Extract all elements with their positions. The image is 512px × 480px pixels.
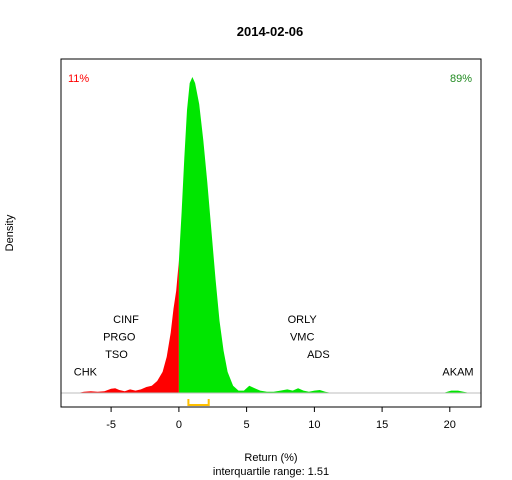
x-tick-label: 0 [176,419,182,431]
negative-percent-label: 11% [68,73,89,85]
annotation-cinf: CINF [113,314,139,326]
positive-density-area [178,77,481,393]
x-axis: -5 0 5 10 15 20 [106,407,456,431]
negative-density-area [63,260,179,393]
x-tick-label: 10 [308,419,320,431]
chart-subtitle: interquartile range: 1.51 [213,466,329,478]
plot-area [61,77,481,406]
y-axis-label: Density [4,214,16,251]
annotation-ads: ADS [307,349,330,361]
x-tick-label: 15 [376,419,388,431]
plot-frame [60,58,482,408]
positive-percent-label: 89% [450,73,472,85]
annotation-orly: ORLY [288,314,318,326]
annotation-akam: AKAM [442,367,473,379]
x-tick-label: 20 [444,419,456,431]
iqr-bracket [187,399,210,406]
x-axis-label: Return (%) [244,452,297,464]
annotation-vmc: VMC [290,332,315,344]
annotation-tso: TSO [105,349,128,361]
annotation-prgo: PRGO [103,332,136,344]
annotations: CHK TSO PRGO CINF ORLY VMC ADS AKAM [74,314,474,378]
annotation-chk: CHK [74,367,98,379]
x-tick-label: -5 [106,419,116,431]
x-tick-label: 5 [244,419,250,431]
chart-title: 2014-02-06 [237,24,304,39]
